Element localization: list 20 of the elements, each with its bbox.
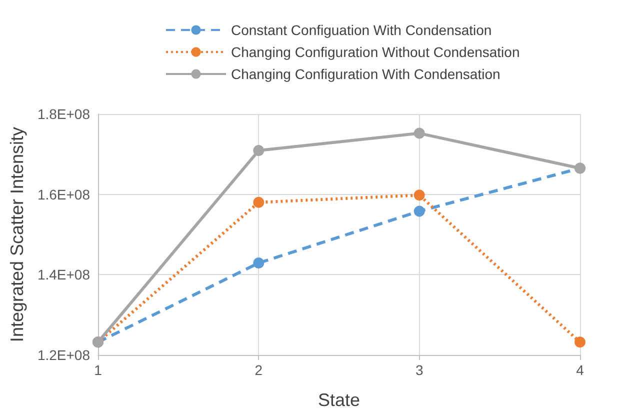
y-tick-label: 1.6E+08 bbox=[37, 186, 90, 202]
y-tick-label: 1.2E+08 bbox=[37, 347, 90, 363]
point bbox=[253, 258, 264, 269]
legend-label: Changing Configuration With Condensation bbox=[231, 66, 500, 82]
point bbox=[414, 128, 425, 139]
point bbox=[414, 190, 425, 201]
point bbox=[414, 206, 425, 217]
y-axis-title: Integrated Scatter Intensity bbox=[7, 126, 27, 342]
legend-label: Changing Configuration Without Condensation bbox=[231, 44, 520, 60]
legend-label: Constant Configuation With Condensation bbox=[231, 22, 492, 38]
point bbox=[253, 196, 264, 208]
y-tick-label: 1.4E+08 bbox=[37, 266, 90, 283]
x-tick-label: 3 bbox=[415, 362, 424, 378]
x-tick-label: 1 bbox=[94, 362, 102, 378]
y-tick-label: 1.8E+08 bbox=[37, 106, 90, 122]
x-tick-label: 2 bbox=[254, 362, 263, 378]
x-axis-title: State bbox=[318, 390, 360, 410]
x-tick-label: 4 bbox=[576, 362, 584, 378]
point bbox=[253, 145, 264, 156]
point bbox=[574, 336, 586, 348]
